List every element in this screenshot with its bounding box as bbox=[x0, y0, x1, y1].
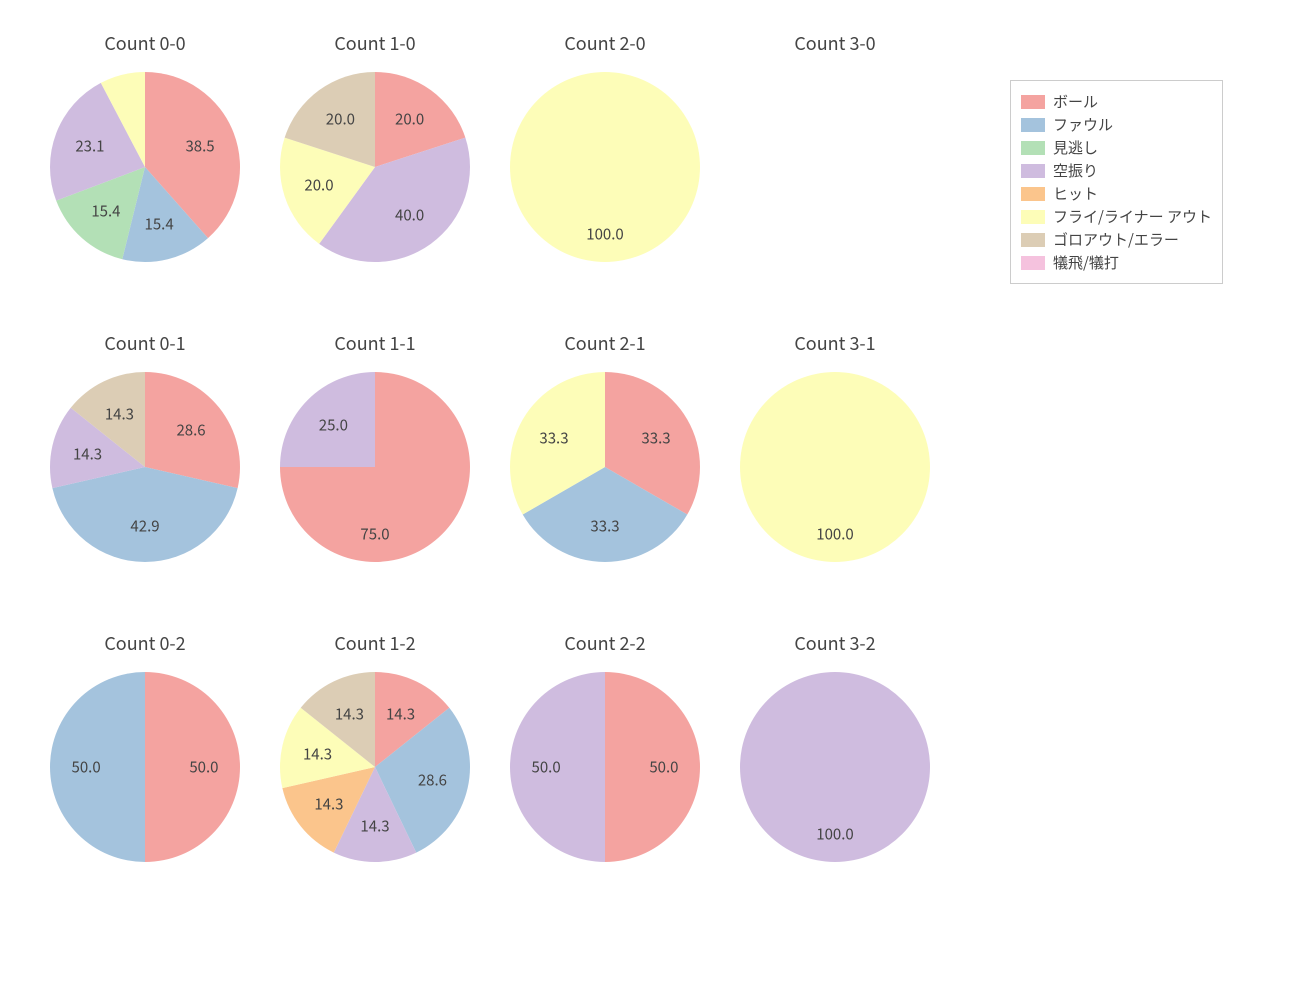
pie-title: Count 2-2 bbox=[490, 630, 720, 656]
legend-swatch bbox=[1021, 118, 1045, 132]
pie-panel: Count 3-1 100.0 bbox=[720, 330, 950, 562]
pie-title: Count 1-2 bbox=[260, 630, 490, 656]
legend-swatch bbox=[1021, 233, 1045, 247]
legend-swatch bbox=[1021, 95, 1045, 109]
pie-slice bbox=[280, 372, 375, 467]
legend-item: 犠飛/犠打 bbox=[1021, 252, 1212, 273]
legend-label: ボール bbox=[1053, 91, 1098, 112]
pie-chart: 100.0 bbox=[740, 672, 930, 862]
legend-label: 犠飛/犠打 bbox=[1053, 252, 1119, 273]
pie-svg bbox=[50, 372, 240, 562]
legend-item: ゴロアウト/エラー bbox=[1021, 229, 1212, 250]
pie-chart: 100.0 bbox=[510, 72, 700, 262]
pie-chart: 50.050.0 bbox=[510, 672, 700, 862]
pie-title: Count 0-0 bbox=[30, 30, 260, 56]
chart-stage: Count 0-0 38.515.415.423.1 Count 1-0 20.040… bbox=[0, 0, 1300, 1000]
pie-title: Count 2-0 bbox=[490, 30, 720, 56]
pie-panel: Count 0-1 28.642.914.314.3 bbox=[30, 330, 260, 562]
pie-title: Count 3-0 bbox=[720, 30, 950, 56]
pie-svg bbox=[510, 72, 700, 262]
pie-panel: Count 2-2 50.050.0 bbox=[490, 630, 720, 862]
legend-label: ヒット bbox=[1053, 183, 1098, 204]
pie-panel: Count 1-2 14.328.614.314.314.314.3 bbox=[260, 630, 490, 862]
pie-chart: 75.025.0 bbox=[280, 372, 470, 562]
pie-panel: Count 0-0 38.515.415.423.1 bbox=[30, 30, 260, 262]
pie-chart: 33.333.333.3 bbox=[510, 372, 700, 562]
pie-title: Count 3-2 bbox=[720, 630, 950, 656]
legend-swatch bbox=[1021, 210, 1045, 224]
legend-item: 見逃し bbox=[1021, 137, 1212, 158]
legend-label: 空振り bbox=[1053, 160, 1098, 181]
pie-panel: Count 2-0 100.0 bbox=[490, 30, 720, 262]
pie-slice bbox=[50, 672, 145, 862]
legend-swatch bbox=[1021, 187, 1045, 201]
pie-svg bbox=[280, 672, 470, 862]
legend-label: ファウル bbox=[1053, 114, 1113, 135]
pie-svg bbox=[280, 72, 470, 262]
pie-chart: 20.040.020.020.0 bbox=[280, 72, 470, 262]
legend-item: ヒット bbox=[1021, 183, 1212, 204]
pie-slice bbox=[740, 672, 930, 862]
pie-title: Count 0-1 bbox=[30, 330, 260, 356]
pie-chart: 38.515.415.423.1 bbox=[50, 72, 240, 262]
pie-svg bbox=[740, 672, 930, 862]
pie-chart: 50.050.0 bbox=[50, 672, 240, 862]
legend-label: フライ/ライナー アウト bbox=[1053, 206, 1212, 227]
pie-chart: 28.642.914.314.3 bbox=[50, 372, 240, 562]
legend-swatch bbox=[1021, 164, 1045, 178]
pie-svg bbox=[740, 372, 930, 562]
pie-title: Count 2-1 bbox=[490, 330, 720, 356]
legend-item: フライ/ライナー アウト bbox=[1021, 206, 1212, 227]
pie-slice bbox=[145, 672, 240, 862]
legend-label: ゴロアウト/エラー bbox=[1053, 229, 1179, 250]
pie-panel: Count 1-0 20.040.020.020.0 bbox=[260, 30, 490, 262]
legend-item: 空振り bbox=[1021, 160, 1212, 181]
pie-slice bbox=[605, 672, 700, 862]
legend-item: ボール bbox=[1021, 91, 1212, 112]
pie-title: Count 0-2 bbox=[30, 630, 260, 656]
legend-swatch bbox=[1021, 141, 1045, 155]
pie-slice bbox=[510, 72, 700, 262]
pie-panel: Count 3-0 bbox=[720, 30, 950, 262]
pie-title: Count 1-0 bbox=[260, 30, 490, 56]
legend: ボールファウル見逃し空振りヒットフライ/ライナー アウトゴロアウト/エラー犠飛/… bbox=[1010, 80, 1223, 284]
pie-svg bbox=[280, 372, 470, 562]
pie-panel: Count 1-1 75.025.0 bbox=[260, 330, 490, 562]
pie-svg bbox=[510, 372, 700, 562]
pie-chart: 14.328.614.314.314.314.3 bbox=[280, 672, 470, 862]
pie-panel: Count 0-2 50.050.0 bbox=[30, 630, 260, 862]
pie-title: Count 1-1 bbox=[260, 330, 490, 356]
pie-panel: Count 3-2 100.0 bbox=[720, 630, 950, 862]
legend-item: ファウル bbox=[1021, 114, 1212, 135]
pie-slice bbox=[740, 372, 930, 562]
pie-svg bbox=[510, 672, 700, 862]
pie-chart: 100.0 bbox=[740, 372, 930, 562]
pie-title: Count 3-1 bbox=[720, 330, 950, 356]
legend-label: 見逃し bbox=[1053, 137, 1098, 158]
pie-svg bbox=[50, 672, 240, 862]
pie-chart bbox=[740, 72, 930, 262]
pie-slice bbox=[510, 672, 605, 862]
legend-swatch bbox=[1021, 256, 1045, 270]
pie-svg bbox=[50, 72, 240, 262]
pie-panel: Count 2-1 33.333.333.3 bbox=[490, 330, 720, 562]
